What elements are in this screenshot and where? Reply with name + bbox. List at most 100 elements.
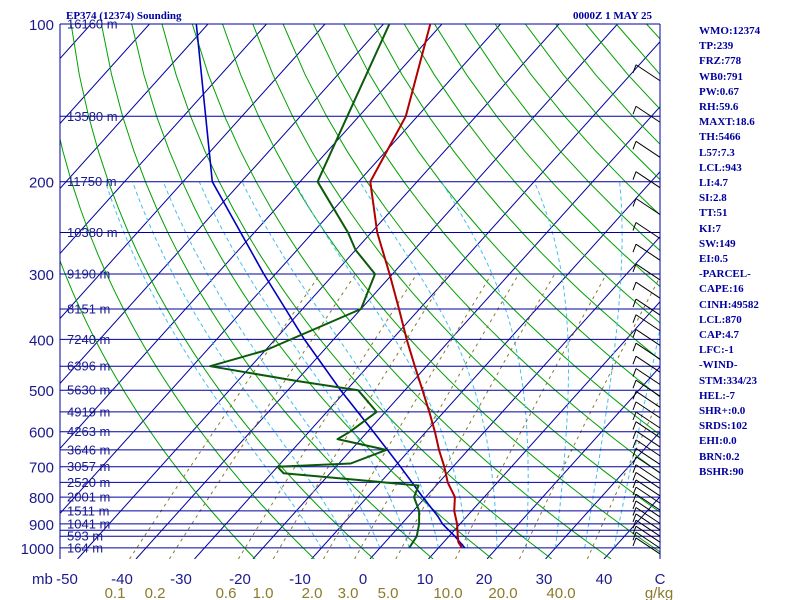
temperature-tick-label: 40 [596,571,613,588]
wind-barb [635,486,661,504]
wind-barb [635,464,661,482]
wind-barb [635,243,661,261]
isotherm-line [60,24,384,385]
wind-barb [635,281,661,299]
height-tick-label: 1041 m [67,516,110,531]
mixing-ratio-label: 3.0 [338,585,359,600]
height-tick-label: 8151 m [67,302,110,317]
index-item: RH:59.6 [699,101,739,114]
wind-barb-flag [632,421,637,430]
wind-barb [635,368,661,385]
index-item: LI:4.7 [699,177,729,190]
mixing-ratio-label: 0.6 [216,585,237,600]
wind-barb-flag [632,507,637,516]
mixing-ratio-label: 1.0 [253,585,274,600]
height-tick-label: 4263 m [67,424,110,439]
mixing-ratio-label: 5.0 [378,585,399,600]
wind-barb [635,314,661,332]
isotherm-line [0,24,33,559]
wind-barb-flag [632,464,637,473]
index-item: STM:334/23 [699,374,758,387]
dry-adiabat-line [343,24,660,398]
wind-barb [635,448,661,465]
moist-adiabat-line [440,181,529,548]
wind-barb [635,479,661,497]
wind-barb [635,493,661,511]
isobars-layer [59,23,661,559]
index-item: LCL:870 [699,313,742,326]
wind-barb [635,411,661,429]
mixing-ratio-label: 20.0 [488,585,517,600]
wind-barb-flag [632,537,637,547]
wind-barb-flag [632,486,637,496]
wind-barb [635,222,661,239]
isotherm-line [60,24,443,450]
dry-adiabat-line [312,24,660,436]
isotherm-line [252,106,660,559]
dry-adiabat-line [161,24,553,559]
index-item: FRZ:778 [699,55,742,68]
index-item: CAPE:16 [699,283,744,296]
wind-barb-flag [632,513,637,523]
moist-adiabat-line [293,181,469,548]
height-tick-label: 593 m [67,529,103,544]
wind-barb [635,537,661,555]
pressure-tick-label: 1000 [21,541,54,558]
indices-panel: WMO:12374 TP:239 FRZ:778 WB0:791 PW:0.67 RH:5… [699,24,760,480]
index-item: WMO:12374 [699,25,761,37]
wind-barb-flag [632,198,637,207]
wind-barb-flag [632,298,637,308]
dry-adiabat-line [373,24,660,361]
temperature-tick-label: 20 [476,571,493,588]
index-item: CINH:49582 [699,298,759,311]
temperature-tick-label: 0 [359,571,367,588]
wind-barb-flag [632,356,637,365]
mixing-ratio-label: 2.0 [302,585,323,600]
wind-barb [635,198,661,215]
moist-adiabat-line [613,326,660,549]
temperature-tick-label: C [655,571,666,588]
wind-barb [635,430,661,448]
height-tick-label: 7240 m [67,332,110,347]
wind-barb-flag [632,391,637,400]
dry-adiabat-line [403,24,660,324]
isotherm-line [60,24,501,515]
wind-barb [635,390,661,408]
wind-barb [635,472,661,489]
dry-adiabat-line [60,259,256,559]
wind-barb-flag [632,329,637,338]
pressure-tick-label: 400 [29,332,54,349]
isotherm-line [369,236,660,559]
wind-barb [635,105,661,123]
isotherm-line [545,431,660,559]
wind-barb [635,329,661,346]
pressure-tick-label: 300 [29,267,54,284]
pressure-unit-label: mb [32,571,53,588]
temperature-tick-label: -20 [229,571,251,588]
temperature-tick-label: -40 [111,571,133,588]
height-tick-label: 4919 m [67,404,110,419]
isotherm-line [77,24,560,559]
mixing-ratio-label: 10.0 [433,585,462,600]
wind-barb [635,421,661,439]
dewpoint-profile-line [209,24,421,549]
dry-adiabat-line [70,24,375,559]
height-tick-label: 16160 m [67,17,118,32]
wind-barb-flag [632,500,637,510]
wind-barb [635,525,661,543]
station-title: EP374 (12374) Sounding [66,10,182,22]
wind-barb [635,456,661,474]
wind-barb [635,64,661,82]
moist-adiabat-line [533,181,569,548]
dry-adiabat-line [131,24,493,559]
wind-barb [635,531,661,549]
index-item: LFC:-1 [699,344,734,357]
pressure-tick-label: 100 [29,17,54,34]
wind-barb [635,171,661,189]
index-item: L57:7.3 [699,146,735,159]
wind-barb [635,140,661,158]
wind-barb [635,401,661,419]
wind-barb-flag [632,531,637,541]
index-item: KI:7 [699,222,721,235]
index-item: TP:239 [699,40,734,53]
